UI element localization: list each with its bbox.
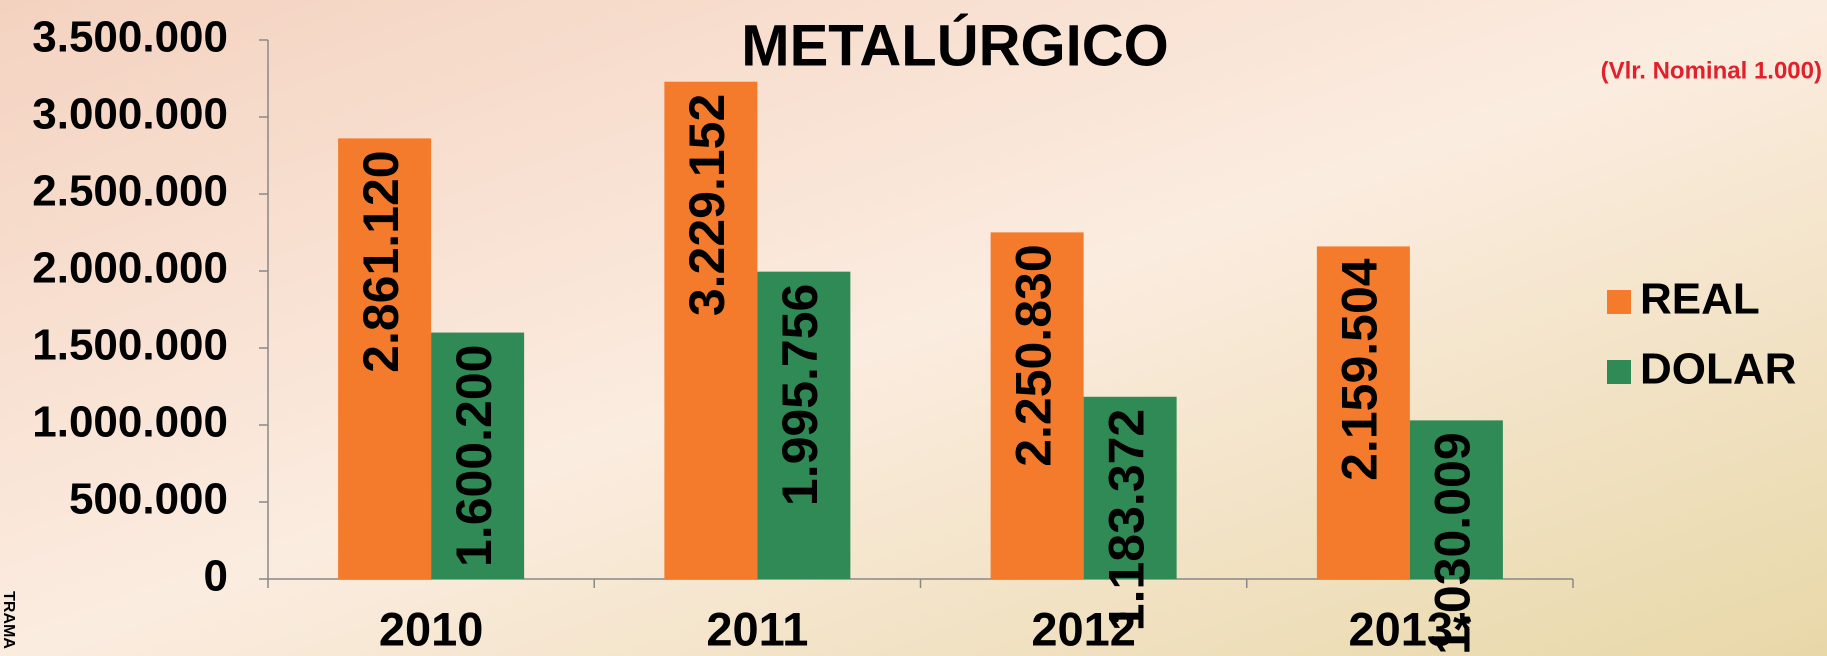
data-label: 2.159.504 <box>1332 258 1388 481</box>
bar <box>990 232 1084 579</box>
side-text: TRAMA <box>0 591 17 649</box>
bar <box>431 332 525 579</box>
legend-label: DOLAR <box>1640 345 1796 394</box>
y-tick-label: 0 <box>204 552 228 601</box>
x-tick-label: 2013* <box>1348 602 1472 655</box>
legend-swatch <box>1607 360 1631 384</box>
y-tick-label: 2.000.000 <box>32 244 228 293</box>
bar <box>1409 420 1503 579</box>
chart-subtitle: (Vlr. Nominal 1.000) <box>1601 57 1822 84</box>
y-tick-label: 500.000 <box>69 475 228 524</box>
data-label: 1.030.009 <box>1425 432 1481 654</box>
y-tick-label: 1.500.000 <box>32 321 228 370</box>
data-label: 2.250.830 <box>1005 244 1061 466</box>
y-tick-label: 2.500.000 <box>32 167 228 216</box>
data-label: 2.861.120 <box>353 150 409 372</box>
x-tick-label: 2010 <box>379 602 484 655</box>
y-tick-label: 3.500.000 <box>32 13 228 62</box>
y-tick-label: 3.000.000 <box>32 90 228 139</box>
bar <box>664 81 758 579</box>
legend-swatch <box>1607 290 1631 314</box>
bar <box>1316 246 1410 579</box>
bar <box>757 271 851 579</box>
chart-title: METALÚRGICO <box>741 13 1168 78</box>
legend-label: REAL <box>1640 275 1760 324</box>
y-tick-label: 1.000.000 <box>32 398 228 447</box>
bar <box>338 138 432 580</box>
data-label: 1.183.372 <box>1098 409 1154 631</box>
data-label: 3.229.152 <box>679 94 735 316</box>
bar <box>1083 396 1177 579</box>
data-label: 1.995.756 <box>772 284 828 506</box>
x-tick-label: 2012 <box>1031 602 1136 655</box>
x-tick-label: 2011 <box>706 602 808 655</box>
data-label: 1.600.200 <box>446 345 502 567</box>
